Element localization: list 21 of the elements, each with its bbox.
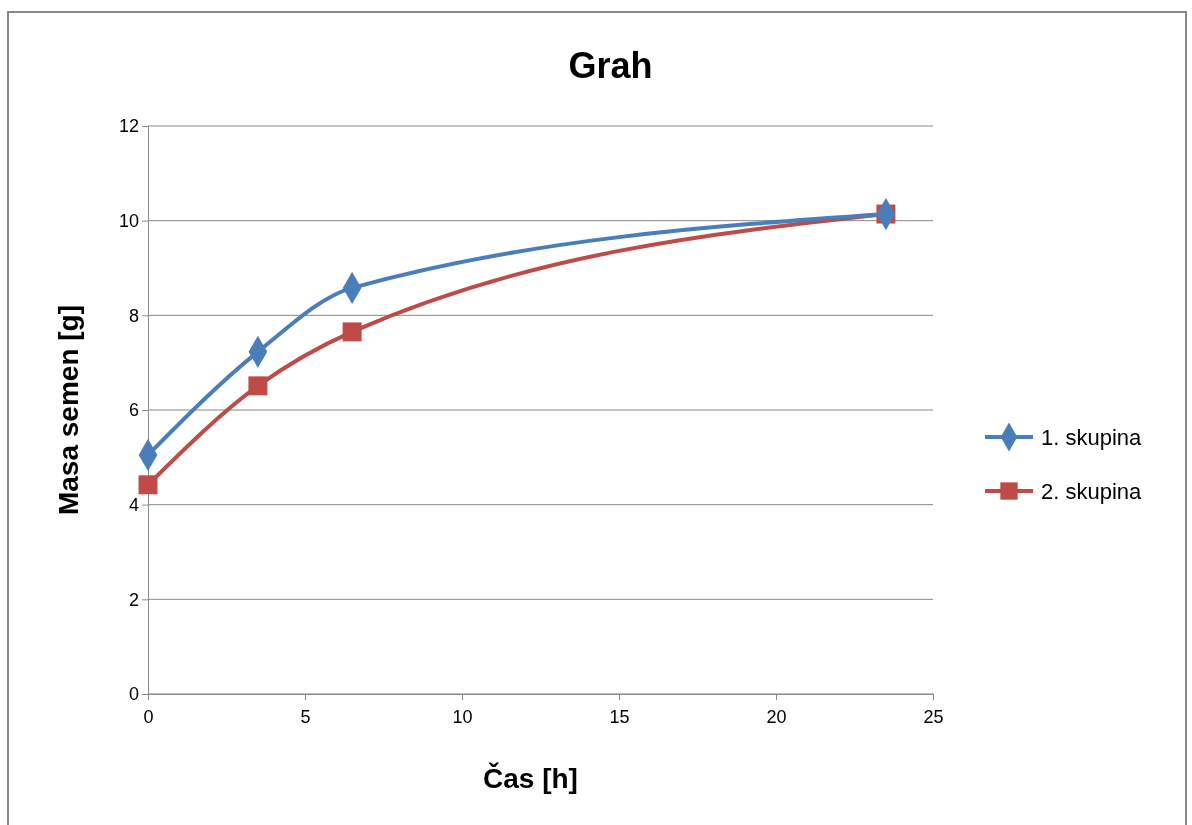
y-axis-title: Masa semen [g] [53,304,84,516]
y-tick-label: 12 [118,116,139,137]
legend-label: 1. skupina [1041,425,1143,450]
legend-label: 2. skupina [1041,479,1143,504]
point [138,475,158,495]
point [342,322,362,342]
x-axis-title: Čas [h] [483,762,578,794]
chart-title: Grah [568,45,653,86]
point [248,376,268,396]
y-tick-label: 10 [118,210,139,231]
x-tick-label: 10 [452,706,473,727]
x-tick-label: 5 [300,706,311,727]
y-tick-label: 4 [128,494,139,515]
y-tick-label: 0 [128,684,139,705]
x-tick-label: 0 [143,706,154,727]
x-tick-label: 15 [609,706,630,727]
y-tick-label: 8 [128,305,139,326]
x-tick-label: 20 [766,706,787,727]
y-tick-label: 6 [128,400,139,421]
x-tick-label: 25 [923,706,944,727]
y-tick-label: 2 [128,589,139,610]
